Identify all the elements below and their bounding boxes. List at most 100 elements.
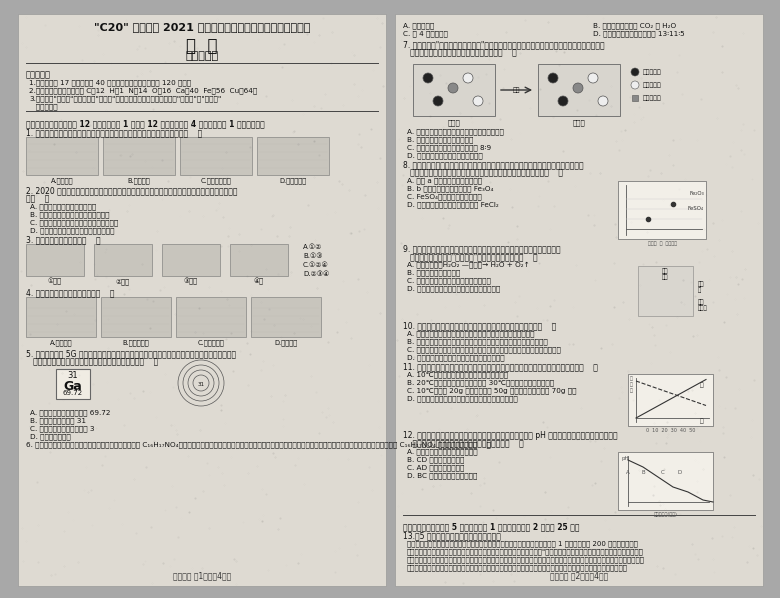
FancyBboxPatch shape: [101, 297, 171, 337]
Text: A. 反应前后，分子和原子的种类都没有发生改变: A. 反应前后，分子和原子的种类都没有发生改变: [407, 128, 504, 135]
Text: 一、选择题（本大题包括 12 小题，每小题 1 分，共 12 分。每小题的 4 个选项中只有 1 个符合题意）: 一、选择题（本大题包括 12 小题，每小题 1 分，共 12 分。每小题的 4 …: [26, 119, 264, 128]
Text: 二、填空题（本大题共 5 小题，每空格 1 分，化学方程式 2 分，共 25 分）: 二、填空题（本大题共 5 小题，每空格 1 分，化学方程式 2 分，共 25 分…: [403, 522, 580, 531]
Text: C. 由 4 种元素组成: C. 由 4 种元素组成: [403, 30, 448, 36]
Text: 2. 2020 年两会热点话题之一就是关于保护生态环境问题，下列关于生态文明建设的说法不正确的: 2. 2020 年两会热点话题之一就是关于保护生态环境问题，下列关于生态文明建设…: [26, 186, 237, 195]
FancyBboxPatch shape: [628, 374, 713, 426]
Text: D. 生活中积极践低碳理念，倡导低碳生活: D. 生活中积极践低碳理念，倡导低碳生活: [30, 227, 115, 234]
Text: B. b 点对应的物质的化学式为 Fe₃O₄: B. b 点对应的物质的化学式为 Fe₃O₄: [407, 185, 494, 191]
Text: C.①②④: C.①②④: [303, 262, 328, 268]
FancyBboxPatch shape: [56, 369, 90, 399]
Text: A. 10℃时，甲溶液的溶质质量分数小于乙溶液: A. 10℃时，甲溶液的溶质质量分数小于乙溶液: [407, 371, 508, 377]
Text: 表示氢原子: 表示氢原子: [643, 95, 661, 100]
Text: Ga: Ga: [64, 380, 83, 393]
Text: 5. 氯化镓是生产 5G 芯片的关键材料，已知金属镓的性质与铝相似，属于元素周期表中的相关信息: 5. 氯化镓是生产 5G 芯片的关键材料，已知金属镓的性质与铝相似，属于元素周期…: [26, 349, 236, 358]
Text: C. 推广使用绿色食品，禁止使用化肥和农药: C. 推广使用绿色食品，禁止使用化肥和农药: [30, 219, 119, 225]
FancyBboxPatch shape: [257, 137, 329, 175]
Text: D: D: [678, 470, 682, 475]
Text: B. 单纯物的未掺入无色气体，水未掺入无色气体，永气体一定是单纯物: B. 单纯物的未掺入无色气体，水未掺入无色气体，永气体一定是单纯物: [407, 338, 548, 344]
Text: 用变化，如图可知，天然气主要成分是甲烷，天然气与空气不能倒置储存"可描述，是因为天然气与空气相比在相同温度和低压: 用变化，如图可知，天然气主要成分是甲烷，天然气与空气不能倒置储存"可描述，是因为…: [407, 548, 644, 554]
Text: 31: 31: [68, 371, 78, 380]
FancyBboxPatch shape: [26, 137, 98, 175]
Text: C. 反应前后催化剂的质量和化学性质不变: C. 反应前后催化剂的质量和化学性质不变: [407, 277, 491, 283]
FancyBboxPatch shape: [103, 137, 175, 175]
Text: 表示碳原子: 表示碳原子: [643, 69, 661, 75]
Text: A. 开始时溶液中的溶质是氢氧化钠: A. 开始时溶液中的溶质是氢氧化钠: [407, 448, 477, 454]
Text: 12. 在容器中将二氧化碳通入一定量的氢氧化钠溶液中，溶液 pH 随通入二氧化碳体积的变化如右图: 12. 在容器中将二氧化碳通入一定量的氢氧化钠溶液中，溶液 pH 随通入二氧化碳…: [403, 431, 618, 440]
Text: 及原子结构示意图如下图所示，下列说法不正确的是（    ）: 及原子结构示意图如下图所示，下列说法不正确的是（ ）: [26, 357, 158, 366]
FancyBboxPatch shape: [180, 137, 252, 175]
Text: B.检验气密性: B.检验气密性: [122, 339, 149, 346]
Text: 11. 甲、乙两种固体物质在水中的溶解度随温度变化如右图所示，下列说法正确的是（    ）: 11. 甲、乙两种固体物质在水中的溶解度随温度变化如右图所示，下列说法正确的是（…: [403, 362, 598, 371]
FancyBboxPatch shape: [251, 297, 321, 337]
Text: C: C: [661, 470, 665, 475]
Text: C.稀释浓硫酸: C.稀释浓硫酸: [197, 339, 225, 346]
Circle shape: [448, 83, 458, 93]
Text: 7. 培养学生的"宏观辨识和微观分析"素养是学习化学学科必备的思维方式之一，下图是一种工业: 7. 培养学生的"宏观辨识和微观分析"素养是学习化学学科必备的思维方式之一，下图…: [403, 40, 604, 49]
FancyBboxPatch shape: [395, 14, 763, 586]
Text: A. 属于氧化物: A. 属于氧化物: [403, 22, 434, 29]
Text: 10. 逻辑推理是化学学习中常用的思维方法，以下推断正确的是（    ）: 10. 逻辑推理是化学学习中常用的思维方法，以下推断正确的是（ ）: [403, 321, 556, 330]
Text: B: B: [641, 470, 645, 475]
Circle shape: [598, 96, 608, 106]
Circle shape: [548, 73, 558, 83]
Text: A. 化学方程式：H₂O₂ —催化剂→ H₂O + O₂↑: A. 化学方程式：H₂O₂ —催化剂→ H₂O + O₂↑: [407, 261, 530, 268]
Text: 大量
泡沫: 大量 泡沫: [661, 268, 668, 280]
Text: ①玉米: ①玉米: [48, 278, 62, 285]
Text: 发泡
剂: 发泡 剂: [698, 281, 704, 293]
Text: pH: pH: [622, 456, 629, 461]
Circle shape: [473, 96, 483, 106]
Text: A. 图中 a 点对应的物质类别为单质: A. 图中 a 点对应的物质类别为单质: [407, 177, 482, 184]
Text: C. 镓原子的最外层电子数为 3: C. 镓原子的最外层电子数为 3: [30, 425, 94, 432]
Text: A: A: [626, 470, 630, 475]
Text: 氧化物  盐  酸碱类别: 氧化物 盐 酸碱类别: [647, 241, 676, 246]
Text: B. 20℃时，将乙的饱和溶液升温至 30℃，其溶液的质量分数变大: B. 20℃时，将乙的饱和溶液升温至 30℃，其溶液的质量分数变大: [407, 379, 554, 386]
Text: B. 减少使用化石燃料，开发使用新能源: B. 减少使用化石燃料，开发使用新能源: [30, 211, 109, 218]
Text: 是（    ）: 是（ ）: [26, 194, 49, 203]
Text: D. 使有催化剂参与的反应都不一定是分解反应: D. 使有催化剂参与的反应都不一定是分解反应: [407, 285, 500, 292]
Text: 所示。通过分析图像，判断下列结论正确的是（    ）: 所示。通过分析图像，判断下列结论正确的是（ ）: [403, 439, 523, 448]
Text: C. 该反应的两种反应物的质量比为 8∶9: C. 该反应的两种反应物的质量比为 8∶9: [407, 144, 491, 151]
Text: B. 产生的气泡可用于灭火: B. 产生的气泡可用于灭火: [407, 269, 460, 276]
FancyBboxPatch shape: [176, 297, 246, 337]
Text: D. BC 段反应过程中无明显现象: D. BC 段反应过程中无明显现象: [407, 472, 477, 478]
Text: 化  学: 化 学: [186, 37, 218, 55]
Text: 甲: 甲: [699, 382, 703, 388]
Text: D. 铁与稀盐酸可发生置换反应生成 FeCl₂: D. 铁与稀盐酸可发生置换反应生成 FeCl₂: [407, 201, 498, 208]
Text: C. AD 段发生了中和反应: C. AD 段发生了中和反应: [407, 464, 464, 471]
FancyBboxPatch shape: [94, 244, 152, 276]
Text: 反应前: 反应前: [448, 119, 460, 126]
Text: 9. 过氧化氢在催化剂作用下可以迅速分解成水和氧气，量筒中析出的柱状的: 9. 过氧化氢在催化剂作用下可以迅速分解成水和氧气，量筒中析出的柱状的: [403, 244, 561, 253]
Text: （试题卷）: （试题卷）: [186, 51, 218, 61]
Text: D. 疗疗疾病所丢弃的净化水的水源一定是硅相水: D. 疗疗疾病所丢弃的净化水的水源一定是硅相水: [407, 354, 505, 361]
Text: 泡沫，可形象地称为"大象牙膏"。下列说法正确的是（    ）: 泡沫，可形象地称为"大象牙膏"。下列说法正确的是（ ）: [403, 252, 537, 261]
Text: A.风力发电: A.风力发电: [51, 177, 73, 184]
Text: 8. 以化合价为横坐标，以物质的类别为纵坐标构制的图像叫作价类图。如图为铁的价类: 8. 以化合价为横坐标，以物质的类别为纵坐标构制的图像叫作价类图。如图为铁的价类: [403, 160, 583, 169]
Circle shape: [463, 73, 473, 83]
Text: ④鱼: ④鱼: [254, 278, 264, 285]
Text: A. 大力植树造林，严禁乱砍滥伐: A. 大力植树造林，严禁乱砍滥伐: [30, 203, 96, 210]
Text: 表示氧原子: 表示氧原子: [643, 82, 661, 87]
Text: Fe₂O₃: Fe₂O₃: [689, 191, 704, 196]
Text: A. 水由氢、氧元素组成，所以含有氢、氧元素的化合物一定是水: A. 水由氢、氧元素组成，所以含有氢、氧元素的化合物一定是水: [407, 330, 534, 337]
Text: 温馨提示：: 温馨提示：: [26, 70, 51, 79]
Circle shape: [631, 81, 639, 89]
FancyBboxPatch shape: [230, 244, 288, 276]
Text: D. 氢气的储存、运输和加注都很容易: D. 氢气的储存、运输和加注都很容易: [407, 152, 483, 158]
Text: 天然气是目前世界上加工最多的天然气体燃料，也是最优质的天然气体燃料。图 1 是全球各地区 200 年内的天然气使: 天然气是目前世界上加工最多的天然气体燃料，也是最优质的天然气体燃料。图 1 是全…: [407, 540, 638, 547]
Text: 31: 31: [197, 382, 204, 387]
Text: 一并交回。: 一并交回。: [29, 103, 58, 109]
FancyBboxPatch shape: [26, 244, 84, 276]
Text: A. 镓元素的相对原子质量为 69.72: A. 镓元素的相对原子质量为 69.72: [30, 409, 111, 416]
Circle shape: [588, 73, 598, 83]
Text: D. 碳、氢、氮元素的质量比为 13∶11∶5: D. 碳、氢、氮元素的质量比为 13∶11∶5: [593, 30, 685, 36]
Text: 混合
催化剂: 混合 催化剂: [698, 299, 707, 311]
Text: ③大豆: ③大豆: [184, 278, 198, 285]
Text: B.火箭发射: B.火箭发射: [128, 177, 151, 184]
Text: B. CD 段没有新物质生成: B. CD 段没有新物质生成: [407, 456, 464, 463]
FancyBboxPatch shape: [638, 266, 693, 316]
Text: 化学试题 第1页（共4页）: 化学试题 第1页（共4页）: [173, 571, 231, 580]
Text: D.太阳能供热: D.太阳能供热: [279, 177, 307, 184]
FancyBboxPatch shape: [538, 64, 620, 116]
Text: D. 镓属于第四周期: D. 镓属于第四周期: [30, 433, 71, 440]
FancyBboxPatch shape: [618, 452, 713, 510]
